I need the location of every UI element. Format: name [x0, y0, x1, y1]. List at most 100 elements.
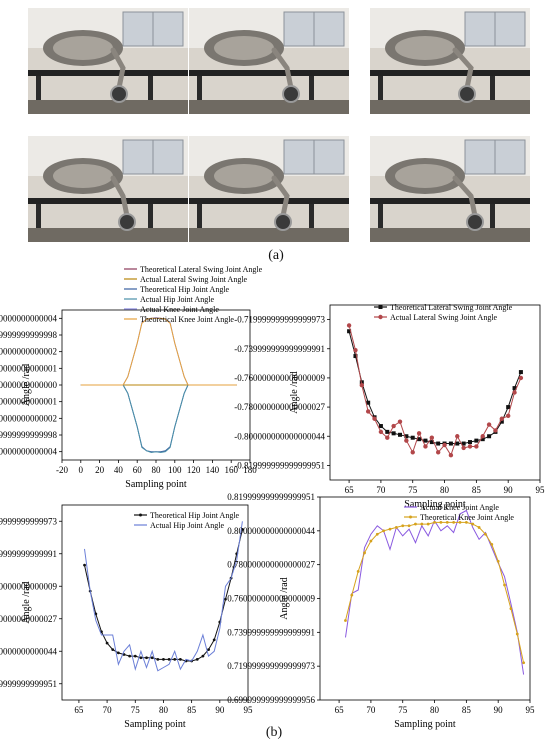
legend-marker: [409, 515, 412, 519]
y-tick-label: -0.819999999999999951: [0, 679, 57, 689]
data-point: [515, 632, 519, 636]
data-point: [363, 551, 366, 555]
series-line-2: [345, 521, 525, 663]
data-point: [417, 437, 422, 442]
x-tick-label: 95: [244, 705, 254, 715]
x-tick-label: 95: [526, 705, 536, 715]
y-tick-label: 0.20000000000000001: [0, 363, 57, 373]
data-point: [490, 542, 494, 546]
data-point: [518, 375, 524, 381]
data-point: [150, 656, 154, 660]
x-tick-label: 85: [187, 705, 197, 715]
panel-b-label: (b): [265, 725, 283, 740]
data-point: [522, 661, 526, 665]
robot-leg-photo-5: [189, 136, 349, 242]
y-tick-label: -0.800000000000000044: [234, 431, 325, 441]
legend-label: Theoretical Hip Joint Angle: [140, 285, 230, 294]
data-point: [385, 429, 390, 434]
data-point: [423, 438, 428, 443]
x-tick-label: 90: [215, 705, 225, 715]
legend-label: Actual Knee Joint Angle: [140, 305, 219, 314]
data-point: [503, 583, 506, 587]
data-point: [420, 522, 424, 526]
data-point: [487, 434, 492, 439]
data-point: [167, 657, 171, 661]
y-tick-label: 0.719999999999999973: [227, 661, 315, 671]
data-point: [512, 386, 517, 391]
data-point: [435, 450, 441, 455]
data-point: [201, 654, 205, 658]
y-tick-label: -0.739999999999999991: [0, 549, 57, 559]
data-point: [350, 593, 354, 597]
data-point: [461, 445, 466, 451]
data-point: [365, 409, 371, 414]
data-point: [382, 529, 386, 533]
x-axis-label: Sampling point: [124, 719, 186, 730]
data-point: [111, 648, 115, 652]
x-tick-label: 20: [95, 465, 105, 475]
series-line-1: [345, 509, 525, 675]
series-line-1: [348, 331, 522, 444]
legend-label: Actual Lateral Swing Joint Angle: [390, 313, 498, 322]
data-point: [398, 432, 402, 437]
legend-label: Theoretical Knee Joint Angle: [420, 513, 514, 522]
panel-a-label: (a): [268, 248, 284, 263]
y-tick-label: 0.760000000000000009: [227, 594, 315, 604]
legend: Theoretical Lateral Swing Joint Angle Act…: [124, 265, 263, 324]
y-tick-label: 0.80000000000000004: [0, 313, 58, 323]
legend: Theoretical Lateral Swing Joint AngleAct…: [374, 303, 513, 322]
robot-leg-photo-3: [370, 8, 530, 114]
robot-leg-photo-4: [28, 136, 188, 242]
chart-4: 65 70 75 80 85 90 950.6999999999999999560.7199…: [227, 492, 535, 730]
legend-marker: [378, 314, 383, 320]
x-tick-label: 90: [504, 485, 514, 495]
x-tick-label: 85: [472, 485, 482, 495]
chart-1: -20 0 20 40 60 80 100 120 140 160 180 -0.8000000000…: [0, 265, 263, 490]
data-point: [346, 323, 352, 328]
data-point: [414, 522, 417, 526]
series-line-6: [80, 317, 237, 386]
plot-frame: [329, 304, 541, 481]
x-tick-label: 80: [430, 705, 440, 715]
series-line-4: [80, 384, 237, 454]
legend-marker: [139, 513, 142, 517]
data-point: [468, 440, 472, 445]
data-point: [162, 657, 165, 661]
x-tick-label: 0: [79, 465, 84, 475]
data-point: [178, 657, 182, 661]
data-point: [486, 422, 492, 427]
x-tick-label: 100: [168, 465, 182, 475]
data-point: [359, 383, 365, 388]
series-line-5: [80, 316, 237, 386]
data-point: [407, 524, 411, 528]
data-point: [133, 654, 137, 658]
data-point: [378, 429, 384, 435]
data-point: [452, 520, 456, 524]
data-point: [207, 648, 210, 652]
data-point: [344, 619, 347, 622]
chart-2: 65 70 75 80 85 90 95 -0.819999999999999951 -0.80…: [234, 303, 545, 510]
data-point: [212, 638, 216, 642]
data-point: [429, 440, 434, 445]
data-point: [105, 641, 109, 645]
y-axis-label: Angle /rad: [279, 577, 290, 620]
data-point: [388, 527, 392, 531]
y-tick-label: -0.760000000000000009: [234, 373, 325, 383]
data-point: [378, 424, 383, 429]
data-point: [394, 526, 398, 529]
series-line-2: [348, 325, 522, 457]
x-tick-label: 75: [398, 705, 408, 715]
legend-label: Theoretical Lateral Swing Joint Angle: [140, 265, 263, 274]
series-line-1: [84, 529, 243, 662]
legend-label: Theoretical Lateral Swing Joint Angle: [390, 303, 513, 312]
robot-leg-photo-1: [28, 8, 188, 114]
data-point: [518, 370, 523, 375]
x-tick-label: 80: [440, 485, 450, 495]
data-point: [509, 607, 513, 611]
data-point: [145, 656, 148, 660]
data-point: [128, 654, 132, 658]
data-point: [353, 348, 358, 353]
chart-3: 65 70 75 80 85 90 95 -0.819999999999999951 -0.80…: [0, 504, 254, 730]
x-tick-label: -20: [56, 465, 68, 475]
